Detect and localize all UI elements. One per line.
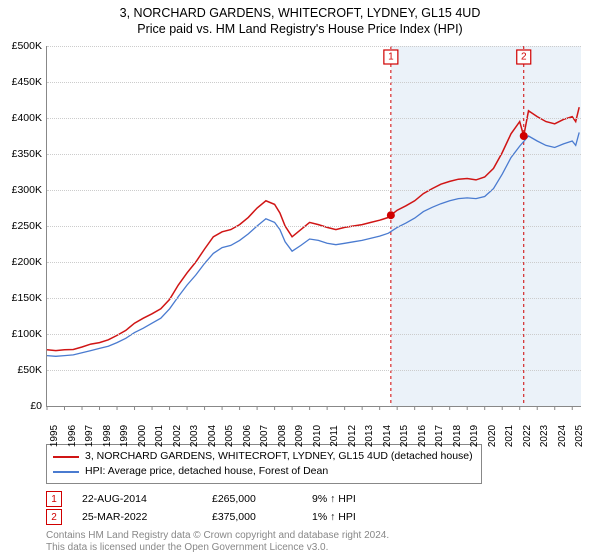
ytick-label: £100K [2, 328, 42, 340]
title-block: 3, NORCHARD GARDENS, WHITECROFT, LYDNEY,… [0, 0, 600, 36]
xtick-label: 2014 [382, 425, 393, 447]
xtick-label: 2000 [137, 425, 148, 447]
legend-swatch-hpi [53, 471, 79, 473]
sale-row-1: 1 22-AUG-2014 £265,000 9% ↑ HPI [46, 490, 412, 508]
xtick-label: 1995 [49, 425, 60, 447]
svg-text:2: 2 [521, 52, 527, 63]
sale-price-2: £375,000 [212, 511, 312, 523]
sale-date-2: 25-MAR-2022 [82, 511, 212, 523]
xtick-label: 2008 [277, 425, 288, 447]
legend-label-property: 3, NORCHARD GARDENS, WHITECROFT, LYDNEY,… [85, 449, 473, 464]
sale-marker-1: 1 [46, 491, 62, 507]
xtick-label: 2015 [399, 425, 410, 447]
footnote-line2: This data is licensed under the Open Gov… [46, 542, 389, 554]
ytick-label: £500K [2, 40, 42, 52]
xtick-label: 2018 [452, 425, 463, 447]
xtick-label: 2012 [347, 425, 358, 447]
xtick-label: 2011 [329, 425, 340, 447]
xtick-label: 2022 [522, 425, 533, 447]
xtick-label: 2001 [154, 425, 165, 447]
sales-table: 1 22-AUG-2014 £265,000 9% ↑ HPI 2 25-MAR… [46, 490, 412, 526]
xtick-label: 2017 [434, 425, 445, 447]
footnote-line1: Contains HM Land Registry data © Crown c… [46, 530, 389, 542]
xtick-label: 2005 [224, 425, 235, 447]
xtick-label: 2025 [574, 425, 585, 447]
title-subtitle: Price paid vs. HM Land Registry's House … [0, 22, 600, 36]
legend-row-property: 3, NORCHARD GARDENS, WHITECROFT, LYDNEY,… [53, 449, 473, 464]
chart-container: 3, NORCHARD GARDENS, WHITECROFT, LYDNEY,… [0, 0, 600, 560]
xtick-label: 2013 [364, 425, 375, 447]
xtick-label: 2010 [312, 425, 323, 447]
xtick-label: 2019 [469, 425, 480, 447]
sale-price-1: £265,000 [212, 493, 312, 505]
sale-hpi-1: 9% ↑ HPI [312, 493, 412, 505]
legend-box: 3, NORCHARD GARDENS, WHITECROFT, LYDNEY,… [46, 444, 482, 484]
xtick-label: 2016 [417, 425, 428, 447]
ytick-label: £200K [2, 256, 42, 268]
xtick-label: 2021 [504, 425, 515, 447]
legend-label-hpi: HPI: Average price, detached house, Fore… [85, 464, 328, 479]
xtick-label: 2023 [539, 425, 550, 447]
ytick-label: £400K [2, 112, 42, 124]
xtick-label: 2004 [207, 425, 218, 447]
xtick-label: 1999 [119, 425, 130, 447]
ytick-label: £450K [2, 76, 42, 88]
legend-row-hpi: HPI: Average price, detached house, Fore… [53, 464, 473, 479]
xtick-label: 2009 [294, 425, 305, 447]
xtick-label: 2003 [189, 425, 200, 447]
svg-text:1: 1 [388, 52, 394, 63]
xtick-label: 2024 [557, 425, 568, 447]
ytick-label: £300K [2, 184, 42, 196]
xtick-label: 1996 [67, 425, 78, 447]
chart-plot-area: 12 [46, 46, 581, 407]
sale-row-2: 2 25-MAR-2022 £375,000 1% ↑ HPI [46, 508, 412, 526]
ytick-label: £150K [2, 292, 42, 304]
xtick-label: 2006 [242, 425, 253, 447]
ytick-label: £0 [2, 400, 42, 412]
title-address: 3, NORCHARD GARDENS, WHITECROFT, LYDNEY,… [0, 6, 600, 20]
ytick-label: £250K [2, 220, 42, 232]
xtick-label: 2002 [172, 425, 183, 447]
xtick-label: 2020 [487, 425, 498, 447]
sale-marker-2: 2 [46, 509, 62, 525]
footnote: Contains HM Land Registry data © Crown c… [46, 530, 389, 554]
ytick-label: £350K [2, 148, 42, 160]
xtick-label: 1997 [84, 425, 95, 447]
xtick-label: 1998 [102, 425, 113, 447]
sale-hpi-2: 1% ↑ HPI [312, 511, 412, 523]
sale-date-1: 22-AUG-2014 [82, 493, 212, 505]
ytick-label: £50K [2, 364, 42, 376]
legend-swatch-property [53, 456, 79, 458]
xtick-label: 2007 [259, 425, 270, 447]
